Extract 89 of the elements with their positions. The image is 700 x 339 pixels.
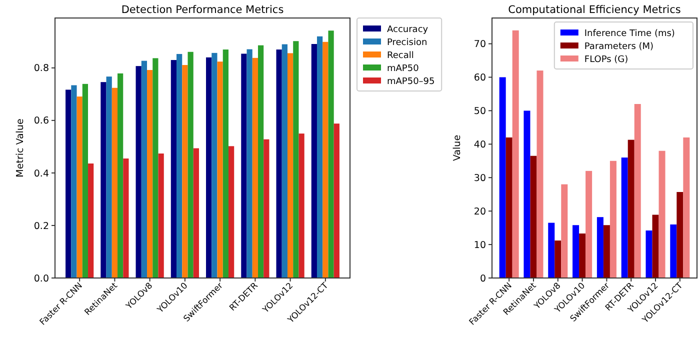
bar bbox=[293, 41, 299, 278]
bar bbox=[193, 148, 199, 278]
bar bbox=[628, 140, 634, 278]
bar bbox=[596, 217, 604, 278]
y-tick-label: 0.2 bbox=[34, 220, 49, 232]
bar bbox=[524, 110, 530, 278]
bar bbox=[112, 88, 118, 278]
legend-label: Recall bbox=[387, 51, 414, 61]
bar bbox=[158, 154, 164, 278]
bar bbox=[316, 36, 323, 278]
bar bbox=[100, 82, 106, 278]
bar bbox=[586, 170, 592, 278]
bar bbox=[579, 233, 586, 278]
bar bbox=[71, 85, 77, 278]
bar bbox=[536, 70, 544, 278]
y-tick-label: 0.0 bbox=[34, 273, 49, 284]
bar bbox=[118, 73, 124, 278]
y-tick-label: 20 bbox=[474, 206, 486, 218]
bar bbox=[287, 53, 294, 278]
bar bbox=[322, 42, 328, 278]
bar bbox=[82, 84, 88, 278]
bar bbox=[228, 146, 234, 278]
legend-label: Parameters (M) bbox=[584, 42, 654, 52]
bar bbox=[76, 96, 82, 278]
bar bbox=[658, 150, 666, 278]
bar bbox=[282, 44, 288, 278]
bar bbox=[222, 50, 228, 278]
bar bbox=[646, 230, 652, 278]
bar bbox=[276, 50, 282, 278]
bar bbox=[621, 158, 628, 278]
bar bbox=[561, 184, 568, 278]
bar bbox=[252, 58, 258, 278]
y-tick-label: 30 bbox=[474, 172, 486, 184]
bar bbox=[241, 54, 247, 278]
legend-label: Accuracy bbox=[387, 25, 429, 35]
bar bbox=[258, 45, 264, 278]
bar bbox=[88, 163, 94, 278]
bar bbox=[217, 62, 223, 278]
bar bbox=[66, 90, 72, 278]
legend-label: mAP50 bbox=[387, 64, 420, 74]
y-tick-label: 70 bbox=[474, 39, 486, 50]
bar bbox=[603, 225, 610, 278]
legend-label: mAP50–95 bbox=[387, 77, 435, 87]
y-axis-title: Value bbox=[452, 134, 463, 162]
bar bbox=[683, 137, 690, 278]
bar bbox=[136, 66, 142, 278]
bar bbox=[141, 60, 148, 278]
bar bbox=[298, 134, 304, 278]
y-tick-label: 60 bbox=[474, 72, 486, 84]
bar bbox=[328, 30, 334, 278]
chart-title: Computational Efficiency Metrics bbox=[508, 4, 681, 16]
bar bbox=[206, 57, 212, 278]
bar bbox=[572, 225, 580, 278]
legend-label: Precision bbox=[387, 38, 428, 48]
bar bbox=[170, 60, 177, 278]
bar bbox=[610, 160, 616, 278]
bar bbox=[499, 77, 506, 278]
y-tick-label: 0.8 bbox=[34, 63, 49, 74]
bar bbox=[334, 124, 340, 278]
bar bbox=[246, 49, 252, 278]
chart-title: Detection Performance Metrics bbox=[121, 4, 284, 16]
bar bbox=[176, 54, 182, 278]
y-tick-label: 50 bbox=[474, 106, 486, 118]
y-tick-label: 40 bbox=[474, 139, 486, 150]
legend-label: FLOPs (G) bbox=[584, 55, 628, 65]
bar bbox=[670, 224, 677, 278]
bar bbox=[530, 156, 537, 278]
bar bbox=[212, 52, 218, 278]
bar bbox=[652, 214, 659, 278]
bar bbox=[123, 158, 129, 278]
y-tick-label: 0.6 bbox=[34, 116, 49, 127]
bar bbox=[182, 65, 188, 278]
bar bbox=[106, 76, 112, 278]
y-tick-label: 0 bbox=[480, 273, 486, 284]
y-axis-title: Metric Value bbox=[15, 118, 26, 178]
y-tick-label: 10 bbox=[474, 240, 486, 251]
bar bbox=[554, 240, 562, 278]
bar bbox=[152, 58, 158, 278]
bar bbox=[264, 139, 270, 278]
bar bbox=[188, 52, 194, 278]
bar bbox=[311, 44, 317, 278]
bar bbox=[548, 222, 555, 278]
bar bbox=[512, 30, 519, 278]
legend-label: Inference Time (ms) bbox=[584, 29, 675, 39]
bar bbox=[676, 192, 684, 278]
bar bbox=[506, 137, 512, 278]
bar bbox=[634, 104, 641, 278]
bar bbox=[147, 70, 153, 278]
y-tick-label: 0.4 bbox=[34, 168, 49, 180]
